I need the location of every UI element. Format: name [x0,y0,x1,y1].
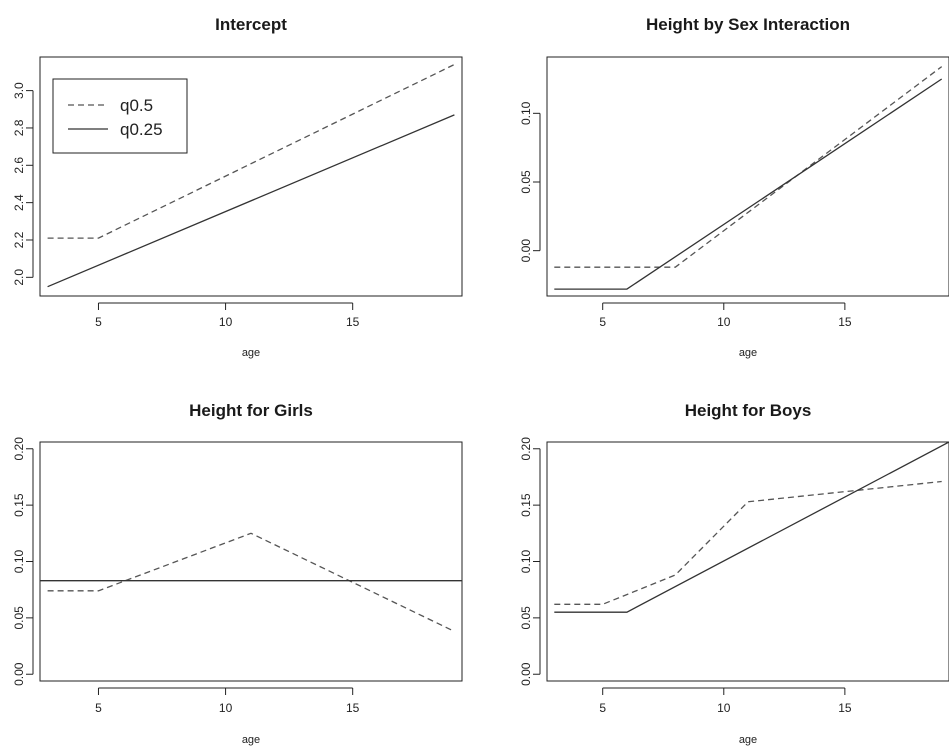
plot-frame [546,56,949,297]
x-tick-label: 10 [717,701,731,715]
x-axis-label: age [242,347,260,359]
x-tick-label: 5 [599,315,606,329]
y-tick-label: 0.20 [519,437,533,461]
y-tick-label: 0.15 [519,493,533,517]
y-tick-label: 0.10 [519,549,533,573]
x-tick-label: 10 [219,315,233,329]
y-tick-label: 2.4 [12,194,26,211]
chart-title: Intercept [215,15,287,34]
y-tick-label: 0.05 [519,170,533,194]
chart-panel-3: Height for Girls 5 10 15 0.00 0.05 0.10 0.15 0.2… [12,401,463,746]
x-tick-label: 5 [95,315,102,329]
legend-label: q0.25 [120,120,163,139]
x-tick-label: 15 [838,315,852,329]
y-tick-label: 0.00 [12,662,26,686]
y-tick-label: 3.0 [12,82,26,99]
series-line-q0-5 [554,480,942,605]
y-tick-label: 0.05 [12,606,26,630]
y-tick-label: 0.00 [519,239,533,263]
series-line-q0-5 [47,532,455,632]
chart-title: Height for Boys [685,401,812,420]
y-tick-label: 2.8 [12,119,26,136]
y-tick-label: 0.00 [519,662,533,686]
x-tick-label: 5 [599,701,606,715]
chart-title: Height for Girls [189,401,313,420]
plot-frame [39,441,463,682]
y-tick-label: 0.05 [519,606,533,630]
series-line-q0-5 [47,63,455,239]
series-line-q0-25 [554,78,943,290]
y-tick-label: 0.10 [12,549,26,573]
x-axis-label: age [242,734,260,746]
x-tick-label: 10 [219,701,233,715]
y-tick-label: 0.10 [519,101,533,125]
legend-box [52,78,188,154]
y-tick-label: 0.15 [12,493,26,517]
y-tick-label: 2.2 [12,231,26,248]
series-line-q0-5 [554,66,943,268]
x-tick-label: 10 [717,315,731,329]
plot-frame [546,441,949,682]
x-tick-label: 5 [95,701,102,715]
y-tick-label: 0.20 [12,437,26,461]
chart-panel-4: Height for Boys 5 10 15 0.00 0.05 0.10 0.15 0.20… [519,401,949,746]
y-tick-label: 2.0 [12,269,26,286]
legend: q0.5 q0.25 [52,78,188,154]
chart-title: Height by Sex Interaction [646,15,850,34]
chart-panel-2: Height by Sex Interaction 5 10 15 0.00 0.05 0.… [519,15,949,359]
y-tick-label: 2.6 [12,157,26,174]
x-tick-label: 15 [346,315,360,329]
series-line-q0-25 [47,114,455,288]
legend-label: q0.5 [120,96,153,115]
series-line-q0-25 [554,442,949,613]
x-axis-label: age [739,347,757,359]
plot-frame [39,56,463,297]
x-tick-label: 15 [346,701,360,715]
x-axis-label: age [739,734,757,746]
x-tick-label: 15 [838,701,852,715]
